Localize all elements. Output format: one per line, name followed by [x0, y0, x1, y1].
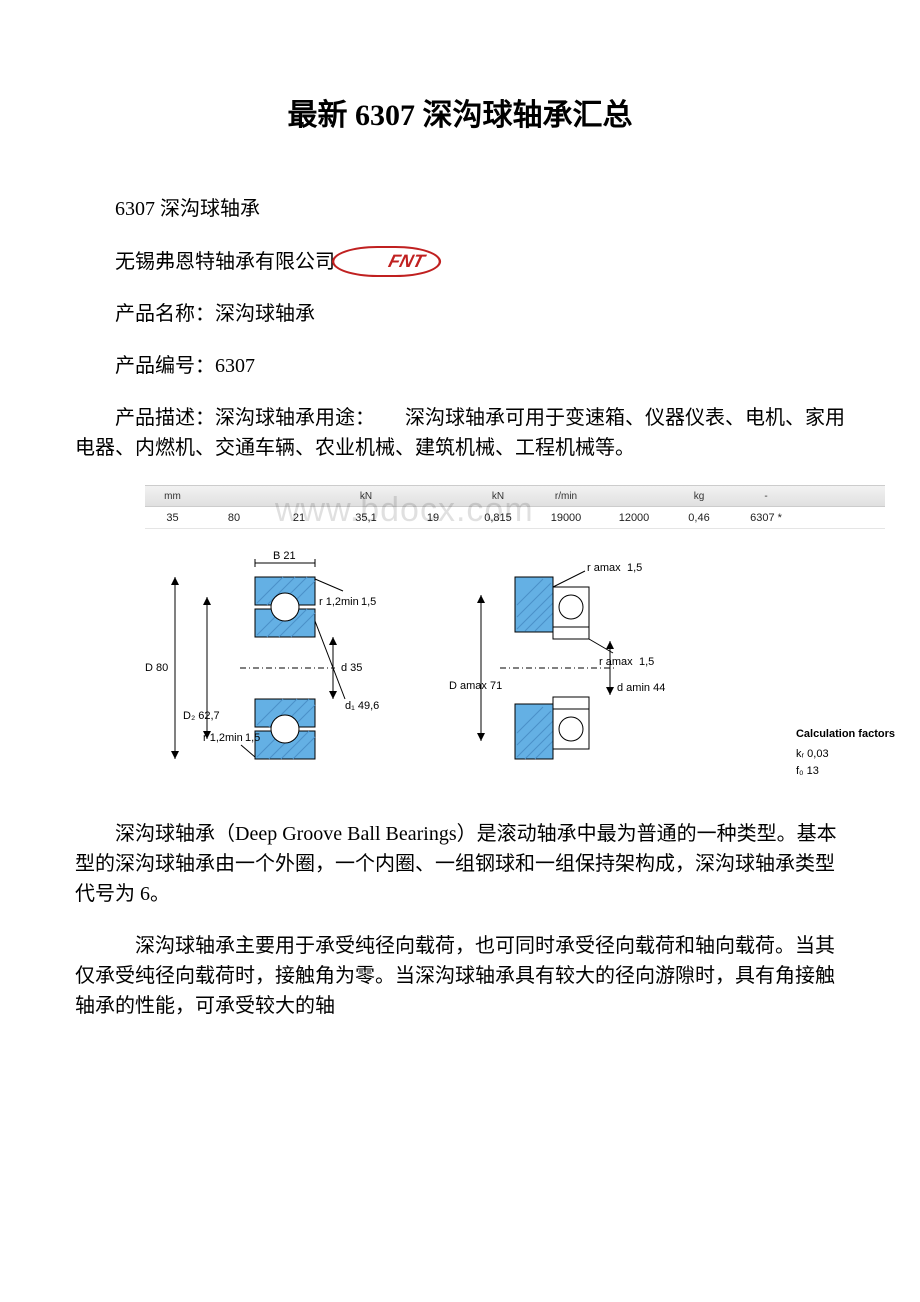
calc-f0: f₀ 13 [796, 763, 895, 780]
cell-desig: 6307 * [730, 512, 802, 524]
label-r12min-bot: 1,5 [245, 732, 260, 744]
product-name: 产品名称：深沟球轴承 [75, 299, 845, 329]
label-d1: d₁ 49,6 [345, 700, 379, 712]
subtitle: 6307 深沟球轴承 [75, 194, 845, 224]
calculation-factors: Calculation factors kᵣ 0,03 f₀ 13 [796, 726, 895, 780]
hdr-kg: kg [668, 491, 730, 502]
label-r12min-bot-name: r 1,2min [203, 732, 243, 744]
label-ramax-mid-name: r amax [599, 656, 633, 668]
product-description: 产品描述：深沟球轴承用途： 深沟球轴承可用于变速箱、仪器仪表、电机、家用电器、内… [75, 403, 845, 463]
bearing-diagram: B 21 r 1,2min 1,5 [145, 549, 885, 789]
calc-title: Calculation factors [796, 726, 895, 743]
label-ramax-mid: 1,5 [639, 656, 654, 668]
hdr-kn2: kN [464, 491, 532, 502]
cell-C0: 19 [402, 512, 464, 524]
company-name: 无锡弗恩特轴承有限公司 [75, 247, 335, 277]
hdr-dash: - [730, 491, 802, 502]
product-code: 产品编号：6307 [75, 351, 845, 381]
hdr-rpm: r/min [532, 491, 600, 502]
left-cross-section: B 21 r 1,2min 1,5 [145, 549, 405, 789]
cell-n2: 12000 [600, 512, 668, 524]
spec-table: mm kN kN r/min kg - 35 80 21 35,1 19 0,8… [145, 485, 885, 789]
cell-d: 35 [145, 512, 200, 524]
cell-D: 80 [200, 512, 268, 524]
hdr-kn1: kN [330, 491, 402, 502]
cell-Pu: 0,815 [464, 512, 532, 524]
label-r12min-top-name: r 1,2min [319, 596, 359, 608]
cell-B: 21 [268, 512, 330, 524]
page-title: 最新 6307 深沟球轴承汇总 [75, 90, 845, 134]
label-B: B 21 [273, 550, 296, 562]
label-D2: D₂ 62,7 [183, 710, 220, 722]
cell-n1: 19000 [532, 512, 600, 524]
label-D: D 80 [145, 662, 168, 674]
company-line: 无锡弗恩特轴承有限公司 FNT [75, 246, 845, 277]
spec-header-row: mm kN kN r/min kg - [145, 485, 885, 507]
label-Damax: D amax 71 [449, 680, 502, 692]
label-ramax-top: 1,5 [627, 562, 642, 574]
hdr-mm: mm [145, 491, 200, 502]
body-para-1: 深沟球轴承（Deep Groove Ball Bearings）是滚动轴承中最为… [75, 819, 845, 909]
label-r12min-top: 1,5 [361, 596, 376, 608]
calc-kr: kᵣ 0,03 [796, 746, 895, 763]
label-ramax-top-name: r amax [587, 562, 621, 574]
company-logo: FNT [337, 246, 436, 277]
cell-C: 35,1 [330, 512, 402, 524]
spec-data-row: 35 80 21 35,1 19 0,815 19000 12000 0,46 … [145, 507, 885, 529]
right-abutment: r amax 1,5 D amax 71 r amax 1,5 d amin 4… [455, 549, 695, 789]
label-damin: d amin 44 [617, 682, 665, 694]
label-d: d 35 [341, 662, 362, 674]
cell-mass: 0,46 [668, 512, 730, 524]
body-para-2: 深沟球轴承主要用于承受纯径向载荷，也可同时承受径向载荷和轴向载荷。当其仅承受纯径… [75, 931, 845, 1021]
